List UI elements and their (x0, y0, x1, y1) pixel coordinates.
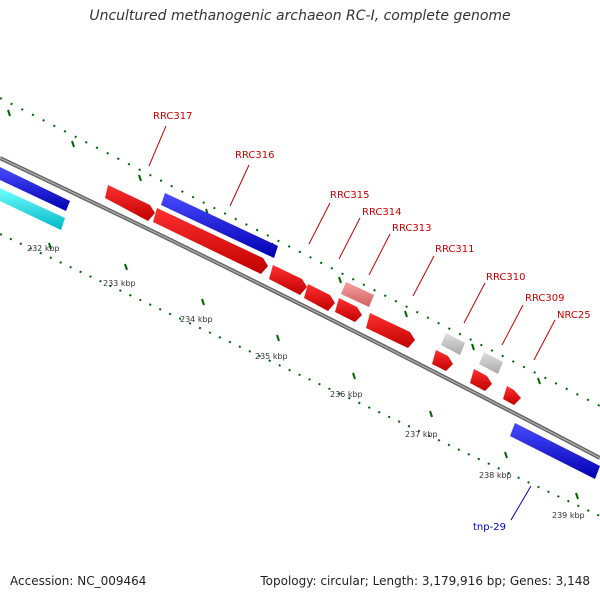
inner-tick-track (0, 233, 600, 517)
gene-label-RRC313[interactable]: RRC313 (392, 223, 431, 234)
scale-label-235: 235 kbp (255, 352, 288, 361)
map-title: Uncultured methanogenic archaeon RC-I, c… (89, 8, 511, 24)
connector-tnp-29 (510, 485, 532, 521)
inner-major-tick (48, 242, 52, 250)
inner-major-tick (201, 298, 205, 306)
accession-text: Accession: NC_009464 (10, 574, 147, 588)
inner-major-tick (429, 410, 433, 418)
inner-major-ticks (48, 242, 579, 500)
gene-label-RRC316[interactable]: RRC316 (235, 150, 274, 161)
genome-backbone (0, 156, 600, 460)
reverse-gene-RRC313[interactable] (335, 298, 362, 322)
scale-label-238: 238 kbp (479, 471, 512, 480)
gene-label-RRC314[interactable]: RRC314 (362, 207, 401, 218)
connector-RRC311 (412, 255, 435, 297)
gene-labels: RRC317 RRC316 RRC315 RRC314 RRC313 RRC31… (153, 111, 591, 533)
gene-label-RRC317[interactable]: RRC317 (153, 111, 192, 122)
inner-major-tick (504, 451, 508, 459)
gene-label-RRC310[interactable]: RRC310 (486, 272, 525, 283)
cyan-feature-left[interactable] (0, 188, 65, 230)
connector-RRC316 (229, 164, 250, 207)
outer-major-tick (138, 174, 142, 182)
scale-label-232: 232 kbp (27, 244, 60, 253)
gene-label-RRC315[interactable]: RRC315 (330, 190, 369, 201)
inner-major-tick (276, 334, 280, 342)
connector-RRC309 (501, 304, 524, 346)
outer-major-tick (537, 377, 541, 385)
outer-tick-track (0, 97, 600, 407)
reverse-strand-features (105, 185, 521, 405)
gene-label-RRC309[interactable]: RRC309 (525, 293, 564, 304)
reverse-gene-RRC311[interactable] (366, 313, 415, 348)
connector-NRC25 (533, 319, 556, 361)
connector-RRC310 (463, 282, 486, 324)
cyan-features (0, 188, 65, 230)
reverse-gene-NRC25[interactable] (503, 386, 521, 405)
forward-strand-features (0, 167, 600, 479)
outer-major-tick (338, 276, 342, 284)
outer-major-tick (404, 310, 408, 318)
forward-gene-tnp-29[interactable] (510, 423, 600, 479)
other-feature-RRC310[interactable] (441, 333, 465, 355)
label-connectors (148, 125, 556, 521)
other-feature-RRC309[interactable] (479, 352, 503, 374)
reverse-gene-long[interactable] (153, 208, 268, 274)
outer-major-tick (471, 343, 475, 351)
inner-major-tick (124, 263, 128, 271)
scale-label-237: 237 kbp (405, 430, 438, 439)
scale-label-239: 239 kbp (552, 511, 585, 520)
gene-label-tnp-29[interactable]: tnp-29 (473, 522, 506, 533)
connector-RRC317 (148, 125, 167, 167)
connector-RRC314 (338, 217, 361, 260)
forward-gene-RRC316[interactable] (161, 193, 278, 258)
reverse-gene-RRC309[interactable] (470, 369, 492, 391)
inner-major-tick (352, 372, 356, 380)
outer-major-tick (71, 140, 75, 148)
reverse-gene-RRC310[interactable] (432, 350, 453, 371)
connector-RRC315 (308, 202, 331, 245)
genome-summary-text: Topology: circular; Length: 3,179,916 bp… (260, 574, 590, 588)
forward-gene-left[interactable] (0, 167, 70, 211)
gene-label-RRC311[interactable]: RRC311 (435, 244, 474, 255)
gene-label-NRC25[interactable]: NRC25 (557, 310, 591, 321)
outer-major-tick (7, 109, 11, 117)
scale-labels: 232 kbp 233 kbp 234 kbp 235 kbp 236 kbp … (27, 244, 585, 520)
connector-RRC313 (368, 233, 391, 276)
inner-major-tick (575, 492, 579, 500)
reverse-gene-RRC313-light[interactable] (341, 282, 374, 307)
reverse-gene-RRC315[interactable] (269, 265, 307, 295)
scale-label-234: 234 kbp (180, 315, 213, 324)
reverse-gene-RRC317[interactable] (105, 185, 155, 221)
reverse-gene-RRC314[interactable] (304, 284, 335, 311)
scale-label-233: 233 kbp (103, 279, 136, 288)
scale-label-236: 236 kbp (330, 390, 363, 399)
